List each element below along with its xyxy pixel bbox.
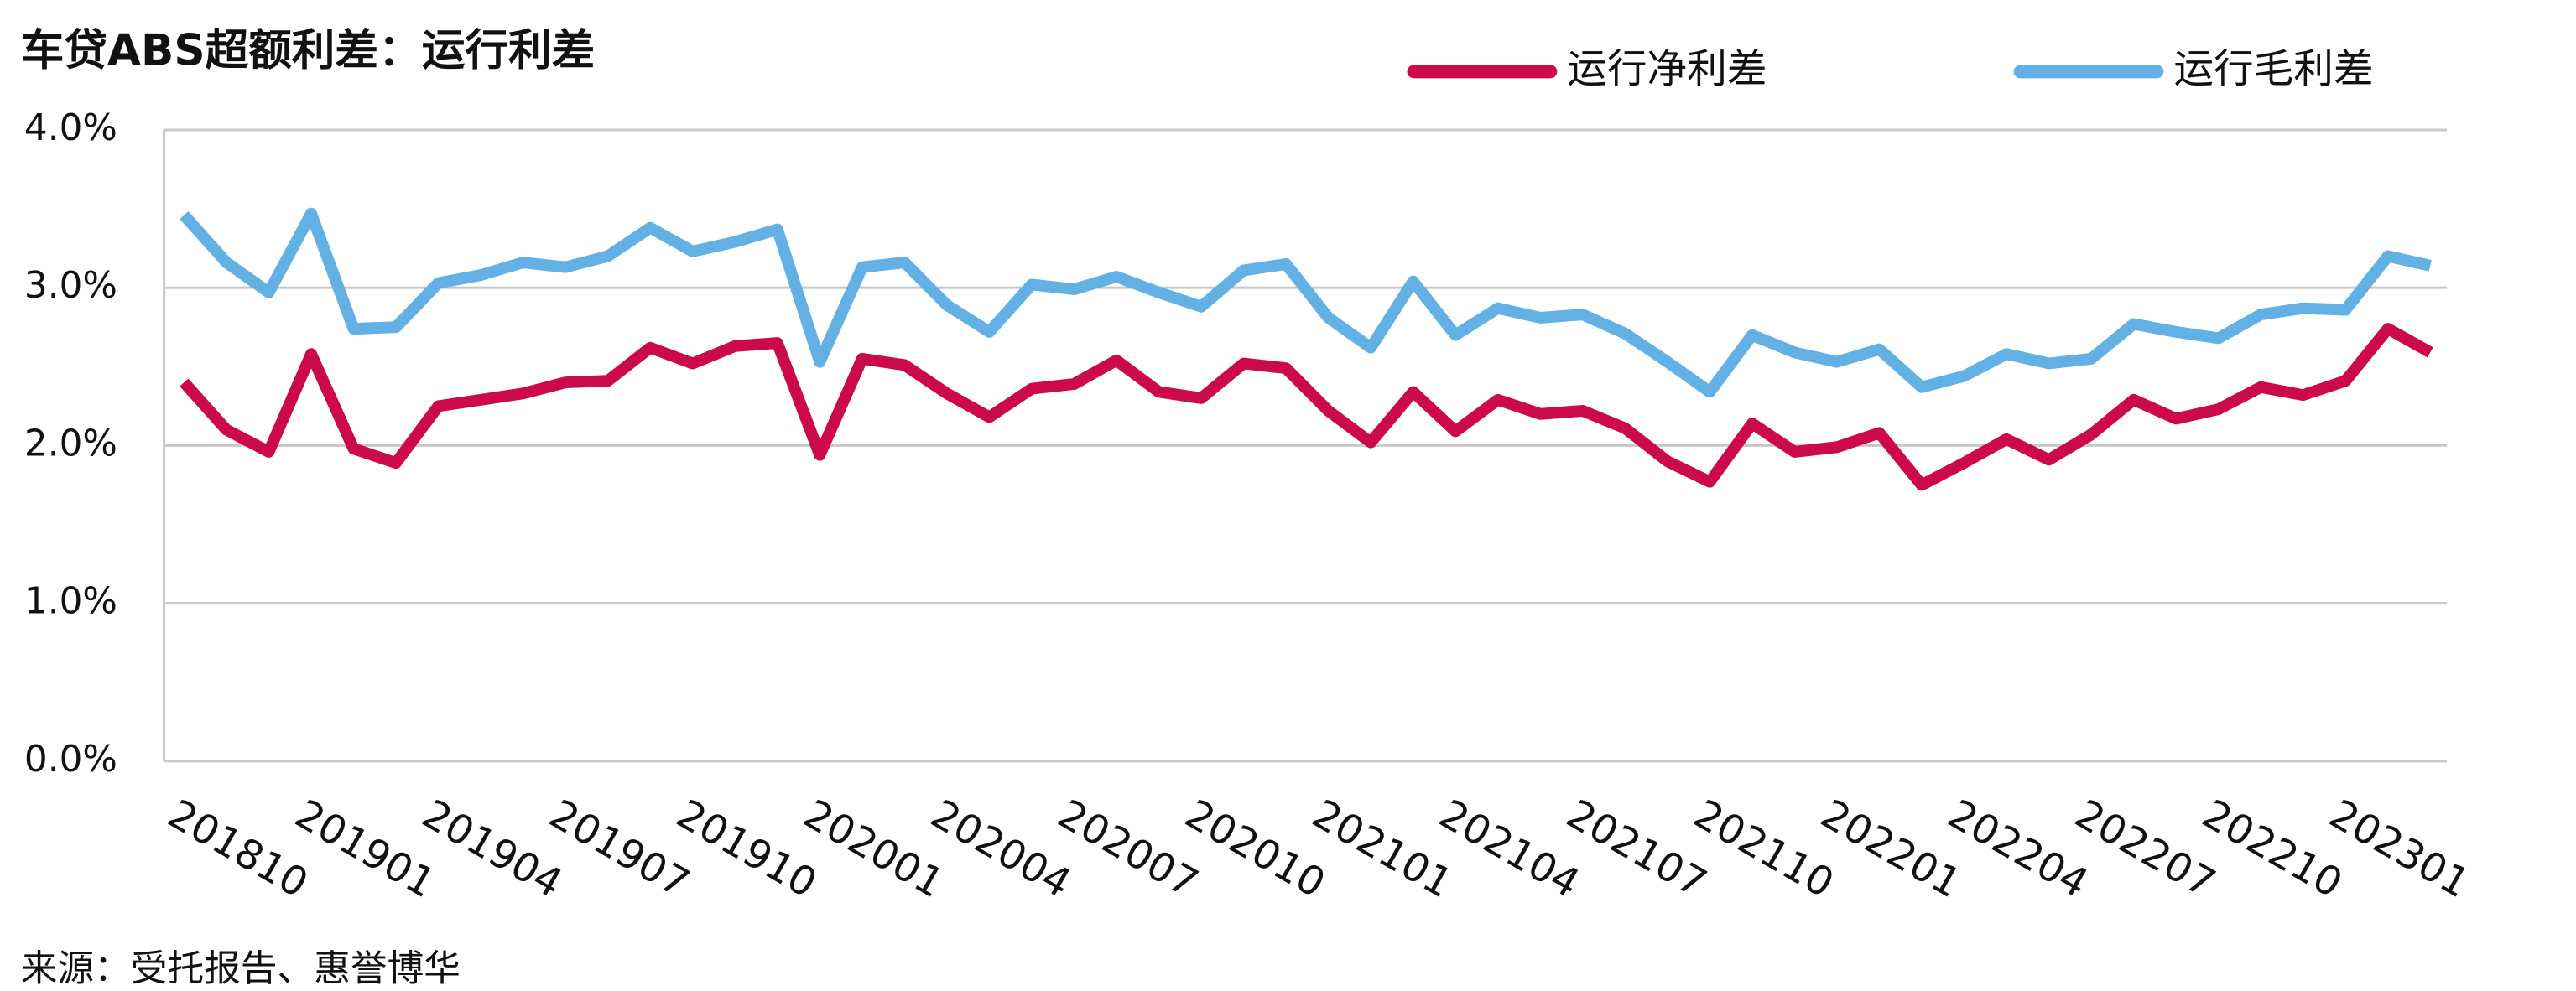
x-tick-label: 202210 bbox=[2194, 791, 2350, 907]
y-tick-label: 2.0% bbox=[24, 422, 117, 464]
x-tick-label: 201907 bbox=[542, 791, 697, 907]
x-tick-label: 202107 bbox=[1559, 791, 1714, 907]
x-tick-label: 202207 bbox=[2068, 791, 2223, 907]
line-series bbox=[180, 323, 2433, 491]
legend-label: 运行毛利差 bbox=[2173, 46, 2373, 92]
x-tick-label: 202104 bbox=[1432, 791, 1587, 907]
y-tick-label: 3.0% bbox=[24, 264, 117, 307]
y-tick-label: 0.0% bbox=[24, 738, 117, 781]
source-note: 来源：受托报告、惠誉博华 bbox=[21, 947, 461, 990]
y-tick-label: 4.0% bbox=[24, 106, 117, 149]
x-tick-label: 202001 bbox=[796, 791, 951, 907]
x-tick-label: 201901 bbox=[288, 791, 443, 907]
legend-label: 运行净利差 bbox=[1567, 46, 1767, 92]
x-tick-label: 202204 bbox=[1940, 791, 2095, 907]
x-tick-label: 202010 bbox=[1178, 791, 1333, 907]
x-tick-label: 201810 bbox=[160, 791, 315, 907]
x-tick-label: 202110 bbox=[1686, 791, 1841, 907]
x-tick-label: 201904 bbox=[414, 791, 570, 907]
x-tick-label: 202301 bbox=[2322, 791, 2477, 907]
x-tick-label: 202004 bbox=[923, 791, 1078, 907]
x-tick-label: 202007 bbox=[1050, 791, 1205, 907]
x-tick-label: 201910 bbox=[669, 791, 824, 907]
line-series bbox=[180, 207, 2432, 398]
x-tick-label: 202101 bbox=[1304, 791, 1460, 907]
y-tick-label: 1.0% bbox=[24, 580, 117, 623]
x-tick-label: 202201 bbox=[1814, 791, 1969, 907]
chart-title: 车贷ABS超额利差：运行利差 bbox=[21, 26, 596, 76]
